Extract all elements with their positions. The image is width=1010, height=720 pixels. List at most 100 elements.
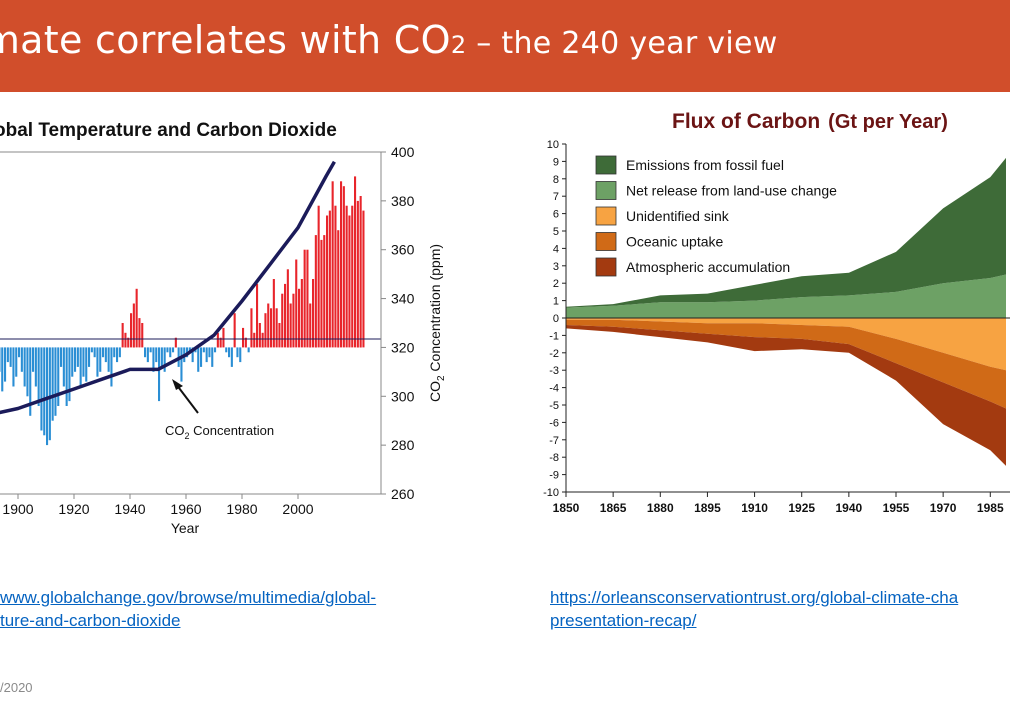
anomaly-bar xyxy=(233,313,236,348)
anomaly-bar xyxy=(43,347,46,436)
anomaly-bar xyxy=(37,347,40,406)
flux-x-tick-label: 1865 xyxy=(600,501,627,515)
anomaly-bar xyxy=(348,215,351,348)
anomaly-bar xyxy=(228,347,231,358)
anomaly-bar xyxy=(342,186,345,348)
slide-title-main: imate correlates with CO xyxy=(0,18,451,62)
legend-label: Emissions from fossil fuel xyxy=(626,157,784,173)
anomaly-bar xyxy=(118,347,121,358)
anomaly-bar xyxy=(141,323,144,348)
anomaly-bar xyxy=(309,303,312,348)
anomaly-bar xyxy=(306,249,309,348)
anomaly-bar xyxy=(26,347,29,397)
flux-y-tick-label: -2 xyxy=(549,348,559,360)
anomaly-bar xyxy=(216,332,219,348)
anomaly-bar xyxy=(149,347,152,353)
anomaly-bar xyxy=(23,347,26,387)
flux-y-tick-label: -6 xyxy=(549,417,559,429)
anomaly-bar xyxy=(102,347,105,358)
legend-label: Unidentified sink xyxy=(626,208,730,224)
anomaly-bar xyxy=(270,308,273,348)
anomaly-bar xyxy=(202,347,205,353)
right-chart-title-unit: (Gt per Year) xyxy=(828,111,948,133)
anomaly-bar xyxy=(169,347,172,358)
anomaly-bar xyxy=(29,347,32,416)
anomaly-bar xyxy=(239,347,242,363)
anomaly-bars xyxy=(0,176,365,446)
flux-x-ticks: 1850 1865 1880 1895 1910 1925 1940 1955 1970 1985 xyxy=(553,492,1004,515)
y-tick-label: 280 xyxy=(391,437,415,453)
left-link-line1[interactable]: www.globalchange.gov/browse/multimedia/g… xyxy=(0,588,377,607)
anomaly-bar xyxy=(295,259,298,348)
flux-areas xyxy=(566,157,1006,466)
anomaly-bar xyxy=(82,347,85,377)
anomaly-bar xyxy=(267,303,270,348)
flux-y-tick-label: -10 xyxy=(543,487,559,499)
anomaly-bar xyxy=(9,347,12,367)
anomaly-bar xyxy=(331,181,334,348)
anomaly-bar xyxy=(275,308,278,348)
flux-y-tick-label: 2 xyxy=(553,278,559,290)
anomaly-bar xyxy=(107,347,110,372)
anomaly-bar xyxy=(362,210,365,348)
anomaly-bar xyxy=(354,176,357,348)
left-source-link[interactable]: www.globalchange.gov/browse/multimedia/g… xyxy=(0,586,376,632)
anomaly-bar xyxy=(93,347,96,358)
anomaly-bar xyxy=(152,347,155,372)
unidentified-sink-area xyxy=(566,318,1006,371)
legend-label: Atmospheric accumulation xyxy=(626,259,790,275)
flux-y-tick-label: 6 xyxy=(553,209,559,221)
y-tick-label: 300 xyxy=(391,388,415,404)
anomaly-bar xyxy=(300,279,303,348)
anomaly-bar xyxy=(166,347,169,353)
legend-label: Oceanic uptake xyxy=(626,234,723,250)
anomaly-bar xyxy=(127,337,130,348)
flux-x-tick-label: 1850 xyxy=(553,501,580,515)
anomaly-bar xyxy=(272,279,275,348)
anomaly-bar xyxy=(138,318,141,348)
y-axis-label-sub: 2 xyxy=(436,375,447,381)
title-bar: imate correlates with CO2 – the 240 year… xyxy=(0,0,1010,92)
co2-annotation-sub: 2 xyxy=(185,431,190,441)
anomaly-bar xyxy=(292,293,295,348)
anomaly-bar xyxy=(1,347,4,392)
right-source-link[interactable]: https://orleansconservationtrust.org/glo… xyxy=(550,586,958,632)
anomaly-bar xyxy=(99,347,102,372)
anomaly-bar xyxy=(74,347,77,372)
right-link-line2[interactable]: presentation-recap/ xyxy=(550,611,697,630)
y-axis-label-text: CO xyxy=(427,381,443,402)
anomaly-bar xyxy=(88,347,91,367)
anomaly-bar xyxy=(172,347,175,353)
left-link-line2[interactable]: ture-and-carbon-dioxide xyxy=(0,611,181,630)
flux-x-tick-label: 1910 xyxy=(741,501,768,515)
right-link-line1[interactable]: https://orleansconservationtrust.org/glo… xyxy=(550,588,959,607)
anomaly-bar xyxy=(20,347,23,372)
anomaly-bar xyxy=(281,293,284,348)
anomaly-bar xyxy=(6,347,9,363)
co2-annotation-tail: Concentration xyxy=(190,423,275,438)
flux-x-tick-label: 1940 xyxy=(836,501,863,515)
slide-title-tail: – the 240 year view xyxy=(466,26,778,61)
anomaly-bar xyxy=(253,332,256,348)
flux-y-tick-label: -3 xyxy=(549,365,559,377)
y-tick-label: 340 xyxy=(391,291,415,307)
anomaly-bar xyxy=(258,323,261,348)
legend-swatch xyxy=(595,181,617,200)
y-tick-label: 320 xyxy=(391,339,415,355)
anomaly-bar xyxy=(337,230,340,348)
flux-y-tick-label: -5 xyxy=(549,400,559,412)
flux-x-tick-label: 1970 xyxy=(930,501,957,515)
anomaly-bar xyxy=(160,347,163,367)
co2-annotation: CO2 Concentration xyxy=(165,423,274,441)
anomaly-bar xyxy=(312,279,315,348)
anomaly-bar xyxy=(278,323,281,348)
plot-frame xyxy=(0,151,382,495)
anomaly-bar xyxy=(303,249,306,348)
right-chart-title: Flux of Carbon (Gt per Year) xyxy=(672,110,948,133)
anomaly-bar xyxy=(284,283,287,348)
anomaly-bar xyxy=(200,347,203,367)
anomaly-bar xyxy=(51,347,54,421)
oceanic-uptake-area xyxy=(566,319,1006,409)
flux-y-tick-label: -9 xyxy=(549,470,559,482)
anomaly-bar xyxy=(334,205,337,348)
